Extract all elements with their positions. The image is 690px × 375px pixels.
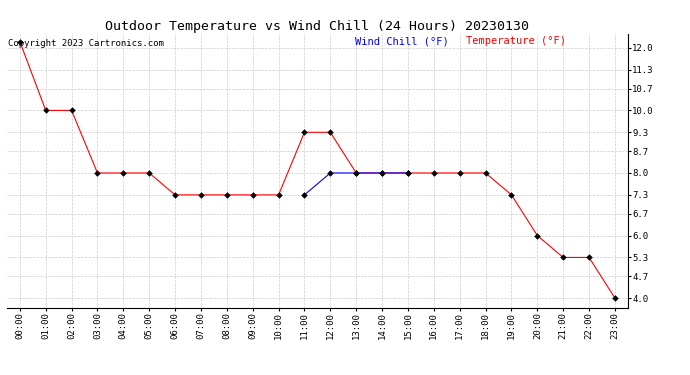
Title: Outdoor Temperature vs Wind Chill (24 Hours) 20230130: Outdoor Temperature vs Wind Chill (24 Ho… [106,20,529,33]
Text: Copyright 2023 Cartronics.com: Copyright 2023 Cartronics.com [8,39,164,48]
Text: Temperature (°F): Temperature (°F) [466,36,566,46]
Text: Wind Chill (°F): Wind Chill (°F) [355,36,448,46]
